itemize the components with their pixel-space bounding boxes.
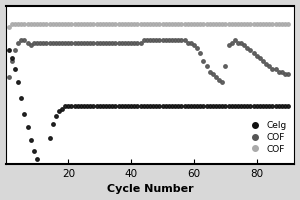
X-axis label: Cycle Number: Cycle Number bbox=[107, 184, 193, 194]
Legend: Celg, COF, COF: Celg, COF, COF bbox=[244, 119, 290, 156]
